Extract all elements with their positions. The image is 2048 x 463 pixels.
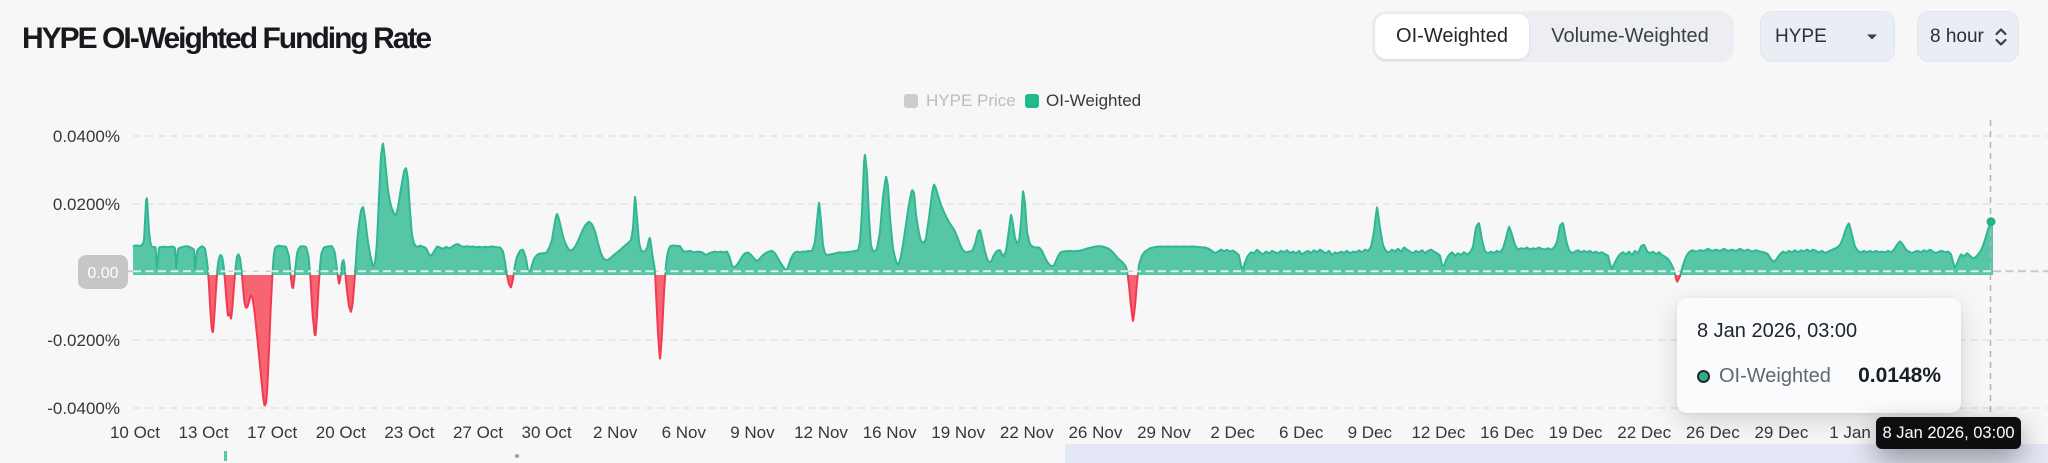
- svg-text:12 Nov: 12 Nov: [794, 423, 848, 442]
- svg-text:0.00: 0.00: [87, 265, 118, 282]
- svg-text:12 Dec: 12 Dec: [1411, 423, 1465, 442]
- svg-text:19 Dec: 19 Dec: [1549, 423, 1603, 442]
- svg-text:-0.0200%: -0.0200%: [47, 331, 120, 350]
- svg-text:20 Oct: 20 Oct: [316, 423, 366, 442]
- svg-text:19 Nov: 19 Nov: [931, 423, 985, 442]
- svg-text:16 Dec: 16 Dec: [1480, 423, 1534, 442]
- svg-text:17 Oct: 17 Oct: [247, 423, 297, 442]
- svg-text:29 Dec: 29 Dec: [1754, 423, 1808, 442]
- svg-text:13 Oct: 13 Oct: [179, 423, 229, 442]
- svg-text:9 Nov: 9 Nov: [730, 423, 775, 442]
- svg-text:30 Oct: 30 Oct: [522, 423, 572, 442]
- svg-text:9 Dec: 9 Dec: [1348, 423, 1393, 442]
- svg-text:26 Nov: 26 Nov: [1068, 423, 1122, 442]
- svg-text:1 Jan: 1 Jan: [1829, 423, 1871, 442]
- svg-text:6 Nov: 6 Nov: [662, 423, 707, 442]
- svg-text:16 Nov: 16 Nov: [863, 423, 917, 442]
- svg-text:22 Dec: 22 Dec: [1617, 423, 1671, 442]
- svg-text:23 Oct: 23 Oct: [384, 423, 434, 442]
- svg-text:-0.0400%: -0.0400%: [47, 399, 120, 418]
- svg-text:2 Dec: 2 Dec: [1210, 423, 1255, 442]
- svg-text:22 Nov: 22 Nov: [1000, 423, 1054, 442]
- svg-text:0.0200%: 0.0200%: [53, 195, 120, 214]
- svg-text:26 Dec: 26 Dec: [1686, 423, 1740, 442]
- svg-text:10 Oct: 10 Oct: [110, 423, 160, 442]
- svg-text:29 Nov: 29 Nov: [1137, 423, 1191, 442]
- svg-text:0.0400%: 0.0400%: [53, 127, 120, 146]
- svg-text:6 Dec: 6 Dec: [1279, 423, 1324, 442]
- svg-text:2 Nov: 2 Nov: [593, 423, 638, 442]
- svg-text:27 Oct: 27 Oct: [453, 423, 503, 442]
